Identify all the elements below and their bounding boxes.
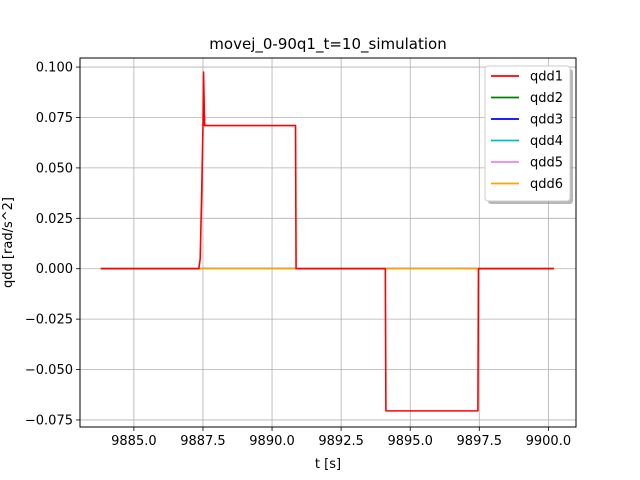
legend-label-qdd3: qdd3: [530, 113, 563, 128]
y-tick-label: −0.025: [25, 313, 73, 328]
x-tick-label: 9892.5: [318, 434, 364, 449]
legend-label-qdd6: qdd6: [530, 177, 563, 192]
series-line-qdd1: [100, 71, 554, 412]
x-axis-ticks: 9885.0 9887.5 9890.0 9892.5 9895.0 9897.5 9900…: [111, 427, 571, 449]
x-tick-label: 9897.5: [457, 434, 503, 449]
x-tick-label: 9887.5: [180, 434, 226, 449]
y-tick-label: −0.050: [25, 363, 73, 378]
x-tick-label: 9900.0: [526, 434, 572, 449]
y-tick-label: 0.025: [36, 212, 73, 227]
legend-box: [484, 65, 571, 202]
x-tick-label: 9890.0: [249, 434, 295, 449]
axes-frame: [79, 57, 577, 428]
x-tick-label: 9895.0: [387, 434, 433, 449]
legend-label-qdd2: qdd2: [530, 91, 563, 106]
x-tick-label: 9885.0: [111, 434, 157, 449]
legend-label-qdd4: qdd4: [530, 134, 563, 149]
x-axis-label: t [s]: [315, 457, 341, 472]
y-axis-label: qdd [rad/s^2]: [1, 197, 16, 288]
chart-title: movej_0-90q1_t=10_simulation: [209, 35, 446, 54]
y-axis-ticks: −0.075 −0.050 −0.025 0.000 0.025 0.050 0.075 0.…: [25, 61, 80, 428]
legend: qdd1 qdd2 qdd3 qdd4 qdd5 qdd6: [484, 65, 573, 204]
legend-label-qdd1: qdd1: [530, 70, 563, 85]
y-tick-label: 0.075: [36, 111, 73, 126]
series-lines: [100, 71, 554, 412]
legend-label-qdd5: qdd5: [530, 156, 563, 171]
y-tick-label: 0.000: [36, 262, 73, 277]
y-tick-label: −0.075: [25, 413, 73, 428]
y-tick-label: 0.100: [36, 61, 73, 76]
y-tick-label: 0.050: [36, 161, 73, 176]
